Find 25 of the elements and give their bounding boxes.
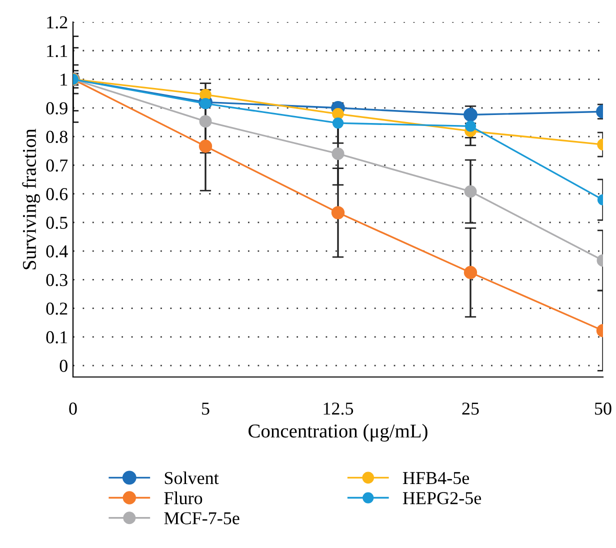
y-tick-label: 0.7 [46,159,68,172]
legend-label: HFB4-5e [402,472,470,484]
y-axis-title: Surviving fraction [22,128,40,270]
y-tick-label: 0.8 [46,130,68,144]
y-tick-label: 0.9 [46,102,68,114]
x-tick-label: 50 [595,402,612,415]
x-tick-label: 12.5 [324,402,354,415]
y-tick-label: 0.4 [46,245,68,258]
y-tick-label: 1.1 [47,44,68,58]
y-tick-label: 0.2 [46,302,68,315]
legend-label: HEPG2-5e [402,492,482,504]
x-tick-label: 0 [69,402,77,415]
y-tick-label: 0.1 [46,331,68,344]
legend-label: MCF-7-5e [164,512,240,524]
y-tick-label: 0.6 [46,188,68,200]
x-tick-label: 5 [202,402,210,415]
x-tick-label: 25 [462,402,479,415]
x-axis-title: Concentration (μg/mL) [248,424,428,442]
y-tick-label: 0.3 [46,274,68,286]
y-tick-label: 0.5 [46,216,68,229]
y-tick-label: 0 [60,360,68,372]
y-tick-label: 1 [60,74,68,86]
legend-label: Solvent [164,471,219,484]
legend-label: Fluro [164,492,202,504]
y-tick-label: 1.2 [47,16,68,29]
